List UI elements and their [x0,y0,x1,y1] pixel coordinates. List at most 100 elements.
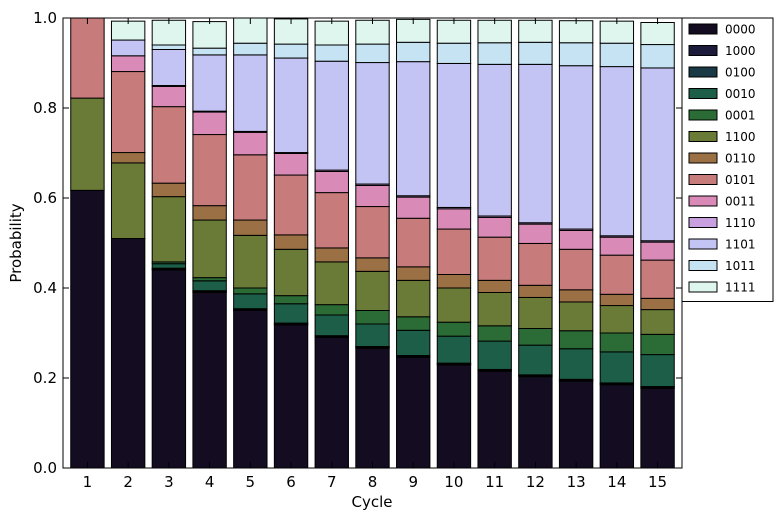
bar-segment-0110-cycle-14 [599,293,635,307]
bar-segment-1011-cycle-6 [273,43,309,59]
bar-segment-1100-cycle-15 [640,309,675,335]
x-tick-label-12: 12 [526,473,545,491]
bar-segment-0011-cycle-4 [192,111,227,136]
bar-segment-1101-cycle-12 [518,63,553,224]
bar-segment-1100-cycle-14 [599,305,635,334]
bar-segment-0001-cycle-9 [396,316,431,331]
bar-segment-0001-cycle-8 [355,310,390,325]
bar-segment-1101-cycle-2 [110,39,146,57]
bar-segment-1011-cycle-12 [518,41,553,65]
bar-segment-1011-cycle-10 [436,42,472,64]
bar-segment-1100-cycle-9 [396,279,431,318]
bar-segment-0001-cycle-11 [477,325,512,342]
bar-segment-0110-cycle-3 [151,182,187,198]
bar-segment-0011-cycle-3 [151,85,187,108]
x-axis-label: Cycle [352,493,393,511]
bar-segment-0101-cycle-15 [640,259,675,299]
bar-segment-0101-cycle-10 [436,228,472,276]
legend-label-0001: 0001 [725,109,756,123]
bar-segment-0101-cycle-6 [273,174,309,236]
bar-segment-0010-cycle-9 [396,329,431,356]
bar-segment-1100-cycle-6 [273,248,309,297]
bar-segment-1100-cycle-11 [477,292,512,327]
bar-segment-1100-cycle-2 [110,162,146,239]
bar-segment-0000-cycle-15 [640,387,675,469]
bar-segment-0010-cycle-3 [151,263,187,269]
bar-segment-0001-cycle-5 [233,287,268,295]
bar-segment-0110-cycle-12 [518,284,553,298]
bar-segment-0010-cycle-8 [355,323,390,347]
x-tick-label-9: 9 [408,473,418,491]
bar-segment-0110-cycle-7 [314,247,349,263]
legend-swatch-0101 [688,174,718,185]
y-tick-label-0.0: 0.0 [33,459,57,477]
bar-segment-0010-cycle-15 [640,354,675,388]
bar-segment-1100-cycle-8 [355,270,390,312]
bar-segment-0011-cycle-15 [640,241,675,261]
bar-segment-0110-cycle-2 [110,152,146,164]
x-tick-label-1: 1 [83,473,93,491]
legend-label-1100: 1100 [725,130,756,144]
y-axis-label: Probability [7,203,25,282]
bar-segment-1100-cycle-5 [233,234,268,289]
bar-segment-0010-cycle-7 [314,314,349,337]
bar-segment-0011-cycle-6 [273,152,309,176]
bar-segment-1101-cycle-8 [355,62,390,185]
x-tick-label-6: 6 [286,473,296,491]
legend-label-0010: 0010 [725,87,756,101]
legend-label-0100: 0100 [725,66,756,80]
legend-label-1011: 1011 [725,259,756,273]
bar-segment-0110-cycle-13 [558,289,594,303]
y-tick-label-1.0: 1.0 [33,9,57,27]
bar-segment-0001-cycle-13 [558,330,594,350]
bar-segment-0011-cycle-13 [558,229,594,250]
legend-label-1101: 1101 [725,238,756,252]
bar-segment-0110-cycle-6 [273,234,309,250]
bar-segment-1101-cycle-14 [599,66,635,237]
legend-label-0011: 0011 [725,195,756,209]
bar-segment-0011-cycle-12 [518,223,553,244]
bar-segment-0110-cycle-10 [436,274,472,289]
bar-segment-0011-cycle-14 [599,236,635,256]
bar-segment-0001-cycle-6 [273,295,309,305]
bar-segment-0101-cycle-2 [110,71,146,154]
bar-segment-0101-cycle-5 [233,154,268,221]
bar-segment-0000-cycle-2 [110,238,146,469]
bar-segment-0101-cycle-14 [599,254,635,295]
legend-swatch-1011 [688,260,718,271]
bar-segment-1111-cycle-4 [192,21,227,49]
x-tick-label-5: 5 [246,473,256,491]
bar-segment-0011-cycle-7 [314,170,349,194]
bar-segment-1011-cycle-4 [192,47,227,56]
bar-segment-1101-cycle-10 [436,62,472,208]
legend-swatch-1111 [688,281,718,293]
y-tick-label-0.8: 0.8 [33,99,57,117]
bar-segment-1101-cycle-6 [273,57,309,154]
bar-segment-1101-cycle-11 [477,63,512,217]
bar-segment-1011-cycle-8 [355,43,390,64]
bar-segment-0101-cycle-9 [396,217,431,268]
x-tick-label-13: 13 [567,473,586,491]
bar-segment-0101-cycle-1 [70,17,105,99]
x-axis: 1 2 3 4 5 6 7 8 9 10 11 12 13 14 15 [83,18,667,491]
bar-segment-0010-cycle-6 [273,303,309,324]
bar-segment-0011-cycle-2 [110,55,146,73]
y-tick-label-0.2: 0.2 [33,369,57,387]
x-tick-label-14: 14 [607,473,626,491]
legend-label-1000: 1000 [725,44,756,58]
bar-segment-1011-cycle-11 [477,42,512,65]
bar-segment-1100-cycle-7 [314,261,349,306]
bar-segment-1011-cycle-14 [599,42,635,68]
x-tick-label-7: 7 [327,473,337,491]
bar-segment-0000-cycle-10 [436,364,472,469]
legend-swatch-1110 [688,217,718,228]
bar-segment-1011-cycle-15 [640,44,675,69]
bar-segment-1111-cycle-14 [599,20,635,44]
bar-segment-1100-cycle-1 [70,97,105,191]
bar-segment-0000-cycle-7 [314,337,349,469]
legend-swatch-0001 [688,109,718,121]
bar-segment-1100-cycle-10 [436,287,472,323]
bar-segment-0000-cycle-11 [477,370,512,469]
bar-segment-0110-cycle-9 [396,266,431,281]
bar-segment-1100-cycle-4 [192,219,227,279]
